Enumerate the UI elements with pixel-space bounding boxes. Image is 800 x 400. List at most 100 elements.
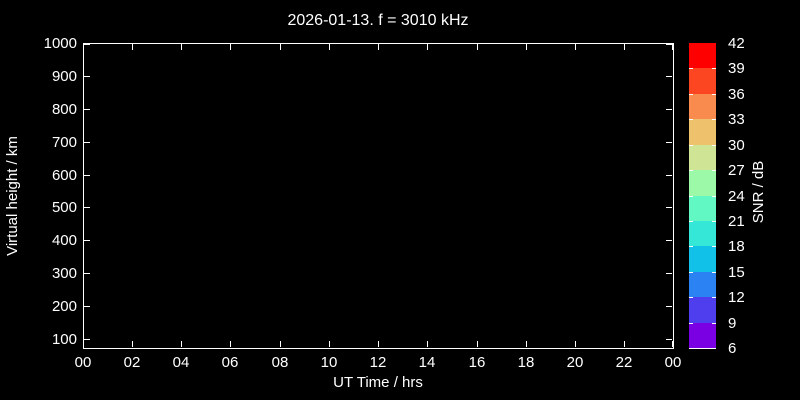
x-tick-label: 22 xyxy=(615,354,633,371)
x-tick-mark xyxy=(624,341,625,347)
colorbar-segment xyxy=(689,195,716,221)
y-tick-mark xyxy=(84,273,90,274)
x-tick-mark xyxy=(83,44,84,50)
colorbar-tick-label: 24 xyxy=(728,188,745,205)
x-tick-mark xyxy=(329,44,330,50)
colorbar-tick-label: 39 xyxy=(728,60,745,77)
x-tick-mark xyxy=(280,341,281,347)
x-tick-label: 02 xyxy=(123,354,141,371)
colorbar-tick-label: 27 xyxy=(728,162,745,179)
colorbar-tick-label: 33 xyxy=(728,111,745,128)
x-tick-mark xyxy=(526,341,527,347)
colorbar-segment xyxy=(689,220,716,247)
y-tick-label: 200 xyxy=(51,298,77,315)
x-tick-label: 12 xyxy=(369,354,387,371)
x-tick-mark xyxy=(378,44,379,50)
x-tick-mark xyxy=(181,44,182,50)
y-tick-label: 100 xyxy=(51,331,77,348)
colorbar-segment xyxy=(689,322,716,349)
colorbar-boundary-tick xyxy=(689,119,693,120)
colorbar-boundary-tick xyxy=(712,68,716,69)
x-tick-mark xyxy=(575,44,576,50)
y-tick-label: 700 xyxy=(51,134,77,151)
colorbar-boundary-tick xyxy=(689,170,693,171)
x-tick-mark xyxy=(132,44,133,50)
y-tick-mark xyxy=(84,142,90,143)
x-tick-mark xyxy=(526,44,527,50)
colorbar-boundary-tick xyxy=(689,323,693,324)
x-tick-mark xyxy=(280,44,281,50)
x-tick-label: 18 xyxy=(517,354,535,371)
y-tick-mark xyxy=(666,109,672,110)
x-tick-mark xyxy=(427,44,428,50)
x-tick-label: 20 xyxy=(566,354,584,371)
colorbar-tick-label: 6 xyxy=(728,340,737,357)
colorbar-boundary-tick xyxy=(712,297,716,298)
y-tick-mark xyxy=(666,207,672,208)
colorbar-boundary-tick xyxy=(689,68,693,69)
y-tick-label: 400 xyxy=(51,232,77,249)
y-tick-mark xyxy=(666,175,672,176)
colorbar-boundary-tick xyxy=(712,246,716,247)
colorbar-segment xyxy=(689,43,716,69)
x-tick-mark xyxy=(230,44,231,50)
x-axis-label: UT Time / hrs xyxy=(333,374,423,391)
colorbar-tick-label: 9 xyxy=(728,315,737,332)
colorbar-boundary-tick xyxy=(689,272,693,273)
x-tick-mark xyxy=(477,44,478,50)
x-tick-label: 04 xyxy=(172,354,190,371)
x-tick-label: 06 xyxy=(221,354,239,371)
colorbar-segment xyxy=(689,170,716,196)
x-tick-label: 10 xyxy=(320,354,338,371)
plot-area xyxy=(83,43,674,349)
colorbar-segment xyxy=(689,297,716,323)
colorbar-boundary-tick xyxy=(689,221,693,222)
y-tick-mark xyxy=(666,44,672,45)
colorbar-boundary-tick xyxy=(712,272,716,273)
colorbar-boundary-tick xyxy=(689,246,693,247)
x-tick-mark xyxy=(624,44,625,50)
x-tick-label: 16 xyxy=(468,354,486,371)
x-tick-mark xyxy=(83,341,84,347)
x-tick-mark xyxy=(477,341,478,347)
colorbar-axis-label: SNR / dB xyxy=(750,160,767,224)
x-tick-label: 08 xyxy=(271,354,289,371)
x-tick-label: 14 xyxy=(418,354,436,371)
colorbar-boundary-tick xyxy=(689,297,693,298)
y-tick-label: 1000 xyxy=(43,35,77,52)
colorbar-boundary-tick xyxy=(712,221,716,222)
y-tick-mark xyxy=(666,240,672,241)
y-tick-label: 800 xyxy=(51,101,77,118)
x-tick-label: 00 xyxy=(664,354,682,371)
colorbar-segment xyxy=(689,93,716,120)
colorbar-tick-label: 15 xyxy=(728,264,745,281)
y-tick-mark xyxy=(84,76,90,77)
y-tick-mark xyxy=(84,240,90,241)
colorbar-segment xyxy=(689,246,716,272)
y-tick-mark xyxy=(84,339,90,340)
colorbar-boundary-tick xyxy=(712,94,716,95)
x-tick-mark xyxy=(378,341,379,347)
colorbar-boundary-tick xyxy=(689,94,693,95)
y-tick-mark xyxy=(666,339,672,340)
y-axis-label: Virtual height / km xyxy=(4,136,21,256)
x-tick-mark xyxy=(575,341,576,347)
y-tick-mark xyxy=(84,44,90,45)
y-tick-mark xyxy=(666,76,672,77)
chart-title: 2026-01-13. f = 3010 kHz xyxy=(287,12,469,29)
colorbar-segment xyxy=(689,68,716,94)
colorbar-segment xyxy=(689,271,716,298)
y-tick-mark xyxy=(666,142,672,143)
y-tick-mark xyxy=(84,306,90,307)
x-tick-mark xyxy=(230,341,231,347)
x-tick-mark xyxy=(132,341,133,347)
colorbar-segment xyxy=(689,144,716,171)
x-tick-label: 00 xyxy=(74,354,92,371)
y-tick-mark xyxy=(84,207,90,208)
x-tick-mark xyxy=(672,341,673,347)
colorbar-boundary-tick xyxy=(712,323,716,324)
x-tick-mark xyxy=(672,44,673,50)
y-tick-mark xyxy=(84,175,90,176)
x-tick-mark xyxy=(329,341,330,347)
